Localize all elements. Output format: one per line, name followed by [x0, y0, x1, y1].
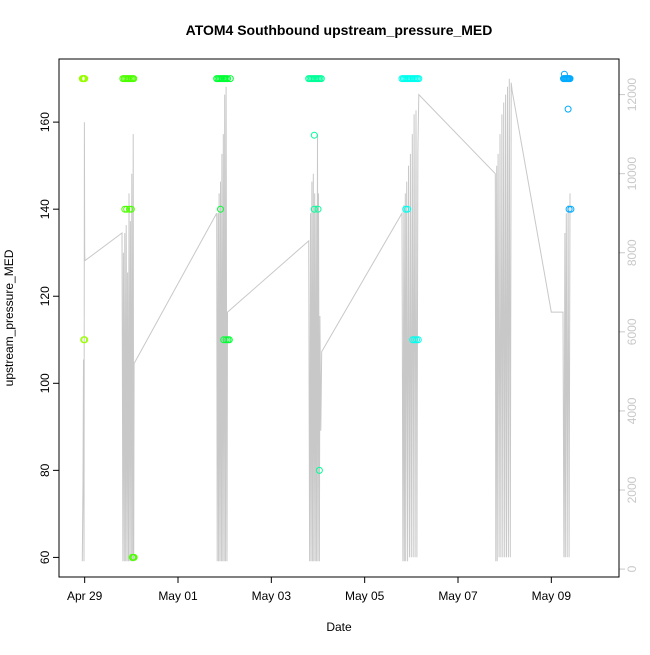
y-tick-label: 60 — [38, 550, 52, 564]
x-tick-label: May 03 — [252, 589, 292, 603]
y2-tick-label: 2000 — [625, 476, 639, 503]
points-layer — [78, 70, 575, 561]
data-point — [130, 75, 138, 83]
data-point — [314, 205, 322, 213]
x-tick-label: Apr 29 — [67, 589, 103, 603]
x-axis-label: Date — [326, 620, 352, 634]
y2-tick-label: 0 — [625, 565, 639, 572]
data-point — [317, 75, 325, 83]
data-point — [411, 336, 419, 344]
data-point — [560, 70, 568, 78]
y-tick-label: 100 — [38, 373, 52, 393]
data-point — [81, 75, 89, 83]
data-point — [127, 205, 135, 213]
data-point — [404, 205, 412, 213]
y2-tick-label: 10000 — [625, 157, 639, 191]
y-tick-label: 160 — [38, 112, 52, 132]
data-point — [130, 553, 138, 561]
y2-tick-label: 4000 — [625, 397, 639, 424]
data-point — [123, 205, 131, 213]
data-point — [414, 336, 422, 344]
secondary-series-line — [81, 78, 571, 562]
x-tick-label: May 09 — [532, 589, 572, 603]
y-tick-label: 120 — [38, 286, 52, 306]
data-point — [315, 466, 323, 474]
data-point — [217, 205, 224, 213]
x-tick-label: May 07 — [438, 589, 478, 603]
y-tick-label: 80 — [38, 463, 52, 477]
plot-frame — [58, 58, 620, 578]
x-tick-label: May 01 — [158, 589, 198, 603]
y-axis-label: upstream_pressure_MED — [2, 249, 16, 386]
data-point — [415, 75, 423, 83]
data-point — [402, 205, 410, 213]
secondary-series-layer — [81, 78, 571, 562]
data-point — [564, 105, 572, 113]
x-tick-label: May 05 — [345, 589, 385, 603]
chart-title: ATOM4 Southbound upstream_pressure_MED — [186, 22, 493, 38]
data-point — [567, 205, 575, 213]
y2-tick-label: 8000 — [625, 239, 639, 266]
data-point — [81, 336, 89, 344]
data-point — [225, 336, 233, 344]
y2-tick-label: 12000 — [625, 78, 639, 112]
y-tick-label: 140 — [38, 199, 52, 219]
data-point — [566, 75, 574, 83]
data-point — [310, 131, 318, 139]
y2-tick-label: 6000 — [625, 318, 639, 345]
data-point — [310, 205, 318, 213]
data-point — [224, 75, 231, 83]
data-point — [226, 75, 234, 83]
